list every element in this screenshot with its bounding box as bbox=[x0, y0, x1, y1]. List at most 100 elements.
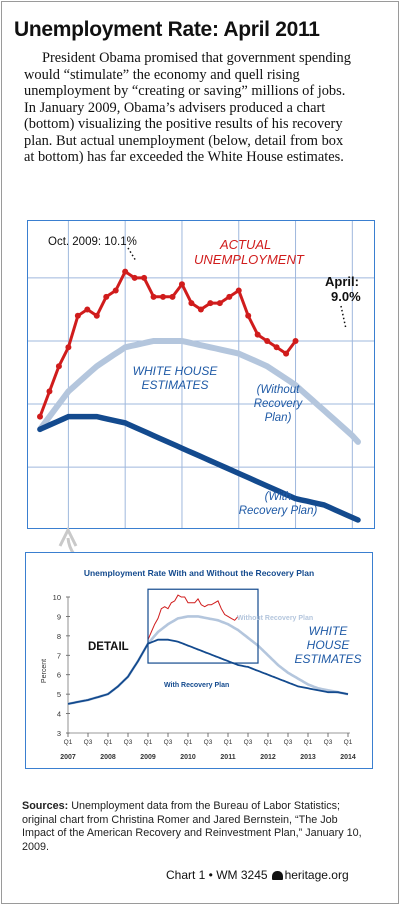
detail-wh-label-1: WHITE HOUSE bbox=[133, 364, 219, 378]
sources-text: Unemployment data from the Bureau of Lab… bbox=[22, 800, 362, 853]
phone-icon bbox=[271, 871, 283, 880]
detail-actual-point bbox=[65, 344, 72, 351]
detail-actual-point bbox=[141, 274, 148, 281]
detail-actual-label-1: ACTUAL bbox=[219, 237, 271, 252]
overview-detail-label: DETAIL bbox=[88, 641, 129, 653]
overview-year-label: 2010 bbox=[180, 754, 196, 761]
overview-x-tick-label: Q1 bbox=[184, 739, 193, 746]
detail-chart: Oct. 2009: 10.1% ACTUAL UNEMPLOYMENT April:… bbox=[27, 220, 375, 529]
intro-paragraph: President Obama promised that government… bbox=[24, 50, 351, 165]
detail-line-actual bbox=[38, 269, 297, 418]
chart-id: Chart 1 • WM 3245 bbox=[166, 868, 268, 882]
detail-actual-point bbox=[160, 293, 167, 300]
overview-without-label: Without Recovery Plan bbox=[237, 615, 313, 622]
overview-x-tick-label: Q3 bbox=[284, 739, 293, 746]
detail-without-label-1: (Without bbox=[257, 384, 301, 396]
detail-actual-point bbox=[122, 268, 129, 275]
overview-y-tick-label: 10 bbox=[53, 593, 61, 602]
detail-actual-point bbox=[103, 293, 110, 300]
overview-x-tick-label: Q3 bbox=[124, 739, 133, 746]
detail-actual-point bbox=[112, 287, 119, 294]
detail-actual-point bbox=[178, 281, 185, 288]
overview-x-tick-label: Q1 bbox=[144, 739, 153, 746]
detail-without-label-2: Recovery bbox=[254, 398, 304, 410]
overview-wh-label-1: WHITE bbox=[309, 624, 349, 638]
detail-with-label-2: Recovery Plan) bbox=[239, 505, 318, 517]
site-link[interactable]: heritage.org bbox=[284, 868, 349, 882]
detail-actual-point bbox=[93, 312, 100, 319]
overview-y-tick-label: 3 bbox=[57, 729, 61, 738]
detail-actual-point bbox=[37, 413, 43, 420]
overview-chart: Unemployment Rate With and Without the R… bbox=[25, 552, 373, 769]
overview-y-axis-label: Percent bbox=[41, 659, 48, 683]
page-title: Unemployment Rate: April 2011 bbox=[14, 18, 320, 41]
overview-year-label: 2008 bbox=[100, 754, 116, 761]
sources-note: Sources: Unemployment data from the Bure… bbox=[22, 800, 372, 854]
detail-actual-point bbox=[254, 331, 261, 338]
sources-label: Sources: bbox=[22, 800, 69, 812]
overview-chart-svg: Unemployment Rate With and Without the R… bbox=[41, 568, 362, 761]
overview-x-tick-label: Q3 bbox=[84, 739, 93, 746]
detail-actual-point bbox=[226, 293, 233, 300]
detail-line-with-plan bbox=[37, 413, 361, 523]
overview-year-label: 2009 bbox=[140, 754, 156, 761]
overview-y-tick-label: 7 bbox=[57, 651, 61, 660]
detail-without-label-3: Plan) bbox=[265, 412, 292, 424]
overview-year-label: 2007 bbox=[60, 754, 76, 761]
overview-x-tick-label: Q1 bbox=[344, 739, 353, 746]
overview-x-tick-label: Q3 bbox=[244, 739, 253, 746]
detail-actual-point bbox=[292, 337, 299, 344]
overview-year-label: 2014 bbox=[340, 754, 356, 761]
overview-x-tick-label: Q1 bbox=[64, 739, 73, 746]
detail-with-label-1: (With bbox=[265, 491, 292, 503]
overview-wh-label-3: ESTIMATES bbox=[294, 652, 361, 666]
overview-x-tick-label: Q1 bbox=[104, 739, 113, 746]
detail-actual-point bbox=[216, 300, 223, 307]
detail-actual-point bbox=[273, 344, 280, 351]
overview-y-tick-label: 4 bbox=[57, 710, 61, 719]
detail-actual-point bbox=[46, 388, 53, 395]
overview-x-tick-label: Q1 bbox=[224, 739, 233, 746]
detail-april-label-1: April: bbox=[325, 274, 359, 289]
detail-actual-point bbox=[235, 287, 242, 294]
overview-y-tick-label: 5 bbox=[57, 690, 61, 699]
detail-actual-point bbox=[197, 306, 204, 313]
detail-actual-point bbox=[74, 312, 81, 319]
overview-x-tick-label: Q1 bbox=[264, 739, 273, 746]
overview-y-tick-label: 9 bbox=[57, 612, 61, 621]
detail-actual-point bbox=[55, 363, 62, 370]
detail-actual-label-2: UNEMPLOYMENT bbox=[194, 252, 305, 267]
overview-year-label: 2012 bbox=[260, 754, 276, 761]
overview-y-tick-label: 8 bbox=[57, 632, 61, 641]
overview-x-tick-label: Q1 bbox=[304, 739, 313, 746]
detail-oct-leader bbox=[127, 247, 137, 262]
detail-actual-point bbox=[207, 300, 214, 307]
detail-actual-point bbox=[264, 337, 271, 344]
detail-actual-point bbox=[283, 350, 290, 357]
overview-detail-box bbox=[147, 588, 259, 664]
detail-wh-label-2: ESTIMATES bbox=[141, 378, 208, 392]
detail-april-label-2: 9.0% bbox=[331, 289, 361, 304]
overview-title: Unemployment Rate With and Without the R… bbox=[84, 568, 314, 578]
overview-line-with-plan bbox=[67, 638, 349, 705]
overview-year-label: 2013 bbox=[300, 754, 316, 761]
detail-actual-point bbox=[131, 274, 138, 281]
overview-x-tick-label: Q3 bbox=[204, 739, 213, 746]
detail-actual-point bbox=[150, 293, 157, 300]
overview-wh-label-2: HOUSE bbox=[307, 638, 351, 652]
overview-x-tick-label: Q3 bbox=[164, 739, 173, 746]
detail-april-leader bbox=[340, 305, 347, 330]
detail-oct-label: Oct. 2009: 10.1% bbox=[48, 236, 137, 248]
overview-x-tick-label: Q3 bbox=[324, 739, 333, 746]
detail-actual-point bbox=[245, 312, 252, 319]
detail-actual-point bbox=[84, 306, 91, 313]
overview-line-actual bbox=[147, 594, 239, 640]
overview-y-tick-label: 6 bbox=[57, 671, 61, 680]
footer: Chart 1 • WM 3245 heritage.org bbox=[166, 868, 349, 882]
detail-actual-point bbox=[188, 300, 195, 307]
overview-year-label: 2011 bbox=[220, 754, 235, 761]
detail-actual-point bbox=[169, 293, 176, 300]
detail-line-without-plan bbox=[37, 338, 361, 445]
overview-with-label: With Recovery Plan bbox=[164, 682, 229, 689]
